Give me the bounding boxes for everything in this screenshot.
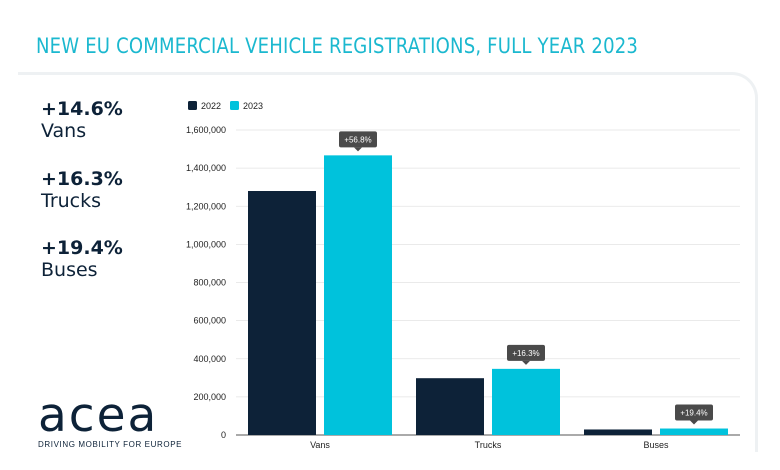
stat-trucks: +16.3% Trucks — [41, 168, 123, 212]
y-axis-ticks: 0 200,000 400,000 600,000 800,000 1,000,000 1,… — [186, 125, 226, 440]
callouts: +56.8% +16.3% +19.4% — [339, 131, 713, 425]
y-tick-label: 0 — [221, 430, 226, 440]
stat-trucks-pct: +16.3% — [41, 168, 123, 190]
callout-label: +16.3% — [512, 349, 539, 358]
callout-box — [675, 404, 713, 421]
bar-trucks-2023 — [492, 368, 560, 435]
legend-label: 2022 — [201, 101, 221, 111]
stat-vans-label: Vans — [41, 120, 87, 142]
stat-vans: +14.6% Vans — [41, 98, 123, 142]
callout-label: +19.4% — [680, 409, 707, 418]
x-tick-label: Buses — [643, 440, 669, 450]
callout-pointer — [690, 420, 698, 425]
callout-pointer — [354, 147, 362, 152]
bar-vans-2022 — [248, 191, 316, 435]
bar-buses-2022 — [584, 429, 652, 435]
acea-logo: acea DRIVING MOBILITY FOR EUROPE — [38, 388, 183, 449]
callout-box — [507, 344, 545, 361]
bar-buses-2023 — [660, 428, 728, 435]
y-tick-label: 1,200,000 — [186, 201, 226, 211]
callout-label: +56.8% — [344, 135, 371, 144]
y-tick-label: 1,600,000 — [186, 125, 226, 135]
stat-trucks-label: Trucks — [41, 190, 102, 212]
logo-wordmark: acea — [38, 388, 159, 443]
x-tick-label: Trucks — [475, 440, 502, 450]
stat-buses-label: Buses — [41, 259, 98, 281]
y-tick-label: 600,000 — [193, 316, 226, 326]
bars — [248, 155, 728, 435]
y-tick-label: 800,000 — [193, 278, 226, 288]
stat-vans-pct: +14.6% — [41, 98, 123, 120]
y-tick-label: 1,400,000 — [186, 163, 226, 173]
bar-trucks-2022 — [416, 378, 484, 435]
stat-buses-pct: +19.4% — [41, 237, 123, 259]
stat-buses: +19.4% Buses — [41, 237, 123, 281]
bar-vans-2023 — [324, 155, 392, 435]
y-tick-label: 200,000 — [193, 392, 226, 402]
card-border — [18, 72, 758, 452]
chart-title: NEW EU COMMERCIAL VEHICLE REGISTRATIONS,… — [36, 34, 639, 58]
y-tick-label: 1,000,000 — [186, 239, 226, 249]
legend-swatch-2022 — [188, 101, 197, 110]
logo-tagline: DRIVING MOBILITY FOR EUROPE — [38, 440, 183, 449]
callout-box — [339, 131, 377, 148]
x-tick-label: Vans — [310, 440, 330, 450]
callout-pointer — [522, 360, 530, 365]
y-tick-label: 400,000 — [193, 354, 226, 364]
legend-swatch-2023 — [230, 101, 239, 110]
legend-label: 2023 — [243, 101, 263, 111]
legend: 2022 2023 — [188, 101, 263, 111]
gridlines — [236, 129, 740, 436]
x-axis-ticks: Vans Trucks Buses — [310, 440, 669, 450]
